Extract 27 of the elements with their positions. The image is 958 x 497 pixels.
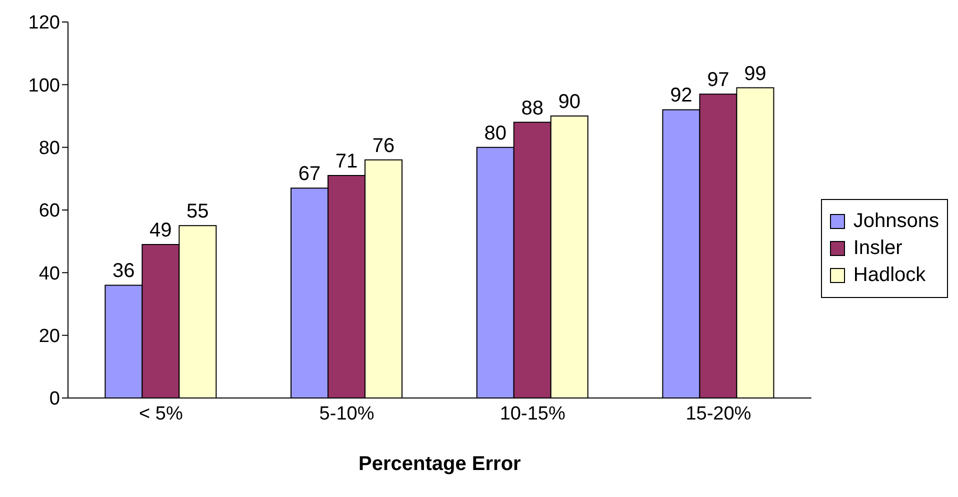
data-label: 49 [150, 219, 172, 242]
x-tick-label: < 5% [139, 403, 183, 424]
data-label: 71 [335, 150, 358, 173]
data-label: 99 [744, 62, 766, 85]
data-label: 55 [186, 200, 209, 223]
data-label: 76 [372, 134, 395, 157]
y-tick-label: 20 [38, 326, 60, 348]
y-tick-label: 120 [28, 12, 60, 34]
x-tick-label: 10-15% [500, 403, 566, 424]
y-tick-label: 60 [38, 200, 60, 222]
data-label: 88 [521, 97, 544, 120]
data-label: 36 [112, 260, 135, 282]
x-tick-label: 5-10% [319, 403, 374, 424]
y-tick-label: 0 [49, 388, 60, 410]
data-label: 80 [484, 122, 506, 144]
x-tick-label: 15-20% [686, 403, 752, 424]
data-label: 67 [298, 163, 321, 186]
y-tick-label: 80 [38, 138, 60, 160]
legend-label: Hadlock [853, 264, 926, 286]
y-tick-label: 40 [38, 263, 60, 284]
legend-label: Insler [853, 236, 902, 260]
legend-label: Johnsons [853, 210, 939, 232]
data-label: 92 [670, 84, 692, 107]
x-axis-title: Percentage Error [358, 453, 522, 475]
data-label: 97 [707, 69, 730, 92]
y-tick-label: 100 [28, 75, 60, 96]
data-label: 90 [558, 91, 580, 113]
